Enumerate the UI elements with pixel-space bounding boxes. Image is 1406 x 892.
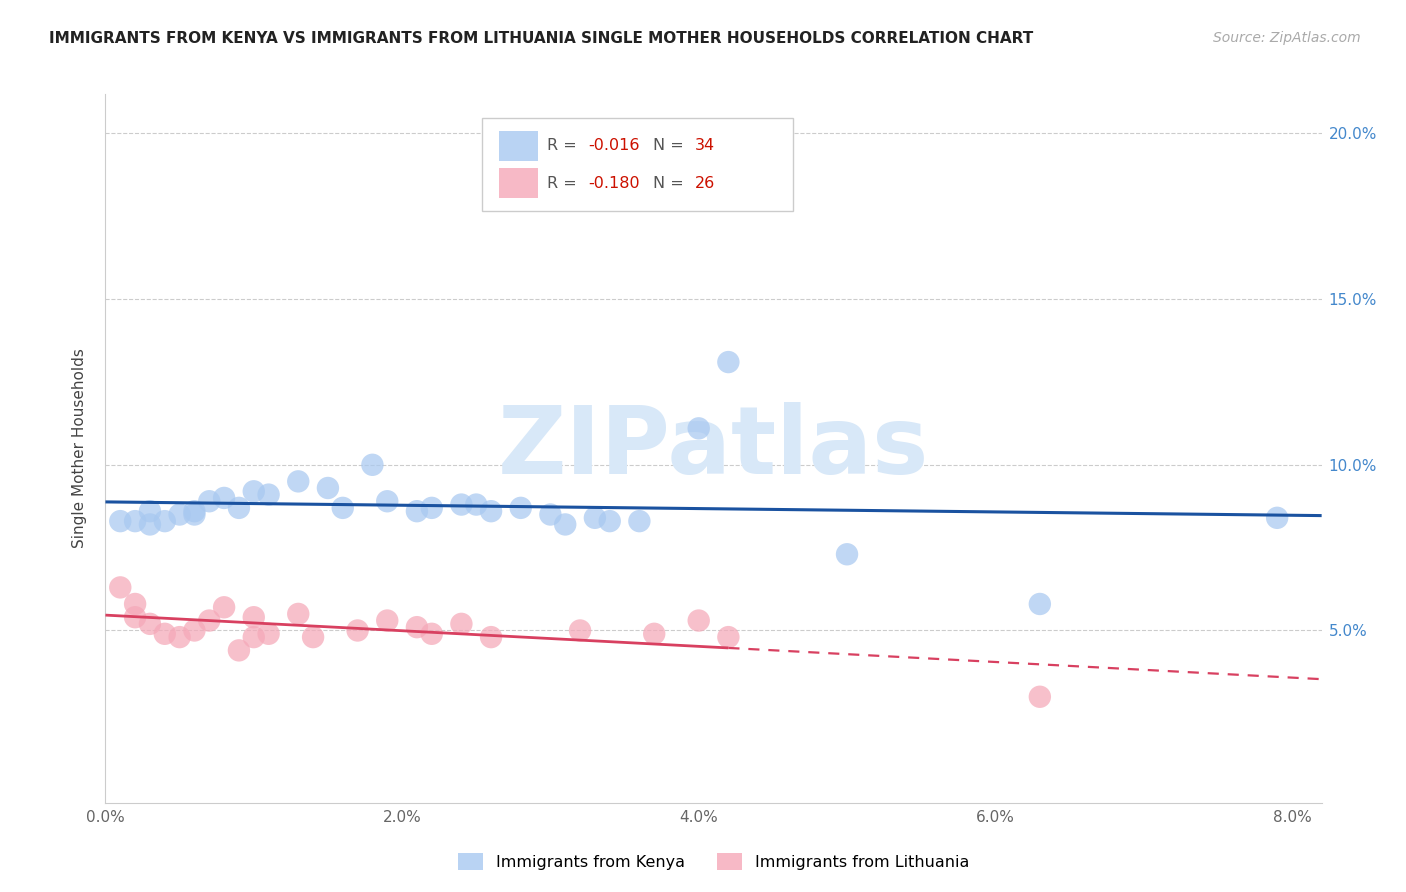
Point (1029, 690, 1052, 704)
Point (583, 511, 606, 525)
Point (242, 630, 264, 644)
Point (361, 458, 384, 472)
FancyBboxPatch shape (499, 131, 538, 161)
Point (153, 514, 176, 528)
Text: R =: R = (547, 176, 582, 191)
Text: R =: R = (547, 138, 582, 153)
Point (375, 494, 398, 508)
Text: Source: ZipAtlas.com: Source: ZipAtlas.com (1213, 31, 1361, 45)
Point (302, 630, 325, 644)
Point (479, 504, 502, 518)
Point (169, 508, 191, 522)
Point (257, 488, 280, 502)
Point (183, 624, 205, 638)
Point (242, 610, 264, 624)
Point (212, 491, 235, 505)
Point (183, 504, 205, 518)
Point (124, 597, 146, 611)
Point (628, 514, 651, 528)
Point (124, 610, 146, 624)
Point (139, 504, 162, 518)
Point (198, 494, 221, 508)
Point (538, 508, 561, 522)
Point (1029, 597, 1052, 611)
Point (406, 620, 429, 634)
Text: ZIPatlas: ZIPatlas (498, 402, 929, 494)
Point (450, 616, 472, 631)
Point (406, 504, 429, 518)
Point (169, 630, 191, 644)
Point (479, 630, 502, 644)
Point (569, 624, 592, 638)
Point (198, 614, 221, 628)
Point (183, 508, 205, 522)
Point (228, 500, 250, 515)
Point (212, 600, 235, 615)
Point (450, 498, 472, 512)
Text: 26: 26 (696, 176, 716, 191)
Point (420, 500, 443, 515)
Point (599, 514, 621, 528)
Point (688, 421, 710, 435)
Legend: Immigrants from Kenya, Immigrants from Lithuania: Immigrants from Kenya, Immigrants from L… (451, 847, 976, 876)
Point (420, 627, 443, 641)
Point (139, 616, 162, 631)
Text: 34: 34 (696, 138, 716, 153)
Text: IMMIGRANTS FROM KENYA VS IMMIGRANTS FROM LITHUANIA SINGLE MOTHER HOUSEHOLDS CORR: IMMIGRANTS FROM KENYA VS IMMIGRANTS FROM… (49, 31, 1033, 46)
Point (257, 627, 280, 641)
Point (110, 514, 132, 528)
Text: N =: N = (652, 176, 689, 191)
Point (554, 517, 576, 532)
Text: N =: N = (652, 138, 689, 153)
Point (1265, 511, 1288, 525)
FancyBboxPatch shape (482, 119, 793, 211)
Point (332, 500, 354, 515)
Y-axis label: Single Mother Households: Single Mother Households (72, 348, 87, 549)
Point (643, 627, 665, 641)
Point (110, 581, 132, 595)
Point (835, 547, 858, 561)
Point (242, 484, 264, 499)
Point (717, 630, 740, 644)
Point (346, 624, 368, 638)
Point (465, 498, 488, 512)
Point (153, 627, 176, 641)
Point (287, 475, 309, 489)
Text: -0.180: -0.180 (588, 176, 640, 191)
Point (688, 614, 710, 628)
FancyBboxPatch shape (499, 169, 538, 198)
Point (717, 355, 740, 369)
Point (124, 514, 146, 528)
Text: -0.016: -0.016 (588, 138, 640, 153)
Point (509, 500, 531, 515)
Point (287, 607, 309, 621)
Point (316, 481, 339, 495)
Point (228, 643, 250, 657)
Point (375, 614, 398, 628)
Point (139, 517, 162, 532)
